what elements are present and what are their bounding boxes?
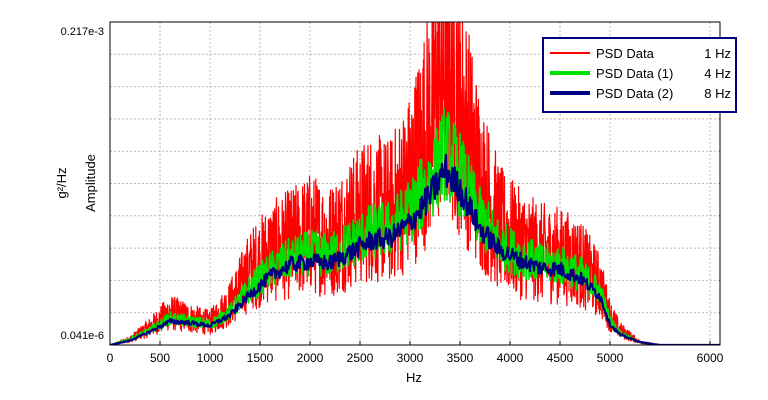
x-tick-label-2: 1000 [197, 351, 224, 365]
x-tick-label-1: 500 [150, 351, 170, 365]
x-tick-label-6: 3000 [397, 351, 424, 365]
legend-resolution-0: 1 Hz [704, 46, 731, 61]
x-tick-label-7: 3500 [447, 351, 474, 365]
x-tick-label-9: 4500 [547, 351, 574, 365]
legend-resolution-1: 4 Hz [704, 66, 731, 81]
x-tick-label-11: 6000 [697, 351, 724, 365]
x-tick-label-3: 1500 [247, 351, 274, 365]
legend-label-0: PSD Data [596, 46, 655, 61]
y-axis-units-text: g²/Hz [54, 167, 69, 198]
x-axis-label: Hz [406, 370, 422, 385]
series-line-2 [110, 153, 720, 345]
legend-label-1: PSD Data (1) [596, 66, 673, 81]
plot-frame [109, 21, 721, 346]
legend: PSD Data 1 Hz PSD Data (1) 4 Hz PSD Data (2)… [542, 37, 737, 113]
x-ticks: 0 500 1000 1500 2000 2500 3000 3500 4000 4500 5000… [107, 341, 724, 365]
y-axis-label: Amplitude [83, 154, 98, 212]
legend-resolution-2: 8 Hz [704, 86, 731, 101]
legend-label-2: PSD Data (2) [596, 86, 673, 101]
y-min-label: 0.041e-6 [61, 330, 104, 342]
y-max-label: 0.217e-3 [61, 26, 104, 38]
series-group [110, 22, 720, 345]
x-tick-label-5: 2500 [347, 351, 374, 365]
x-tick-label-10: 5000 [597, 351, 624, 365]
y-axis-label-units: g²/Hz [54, 167, 69, 198]
x-tick-label-0: 0 [107, 351, 114, 365]
x-tick-label-4: 2000 [297, 351, 324, 365]
x-tick-label-8: 4000 [497, 351, 524, 365]
